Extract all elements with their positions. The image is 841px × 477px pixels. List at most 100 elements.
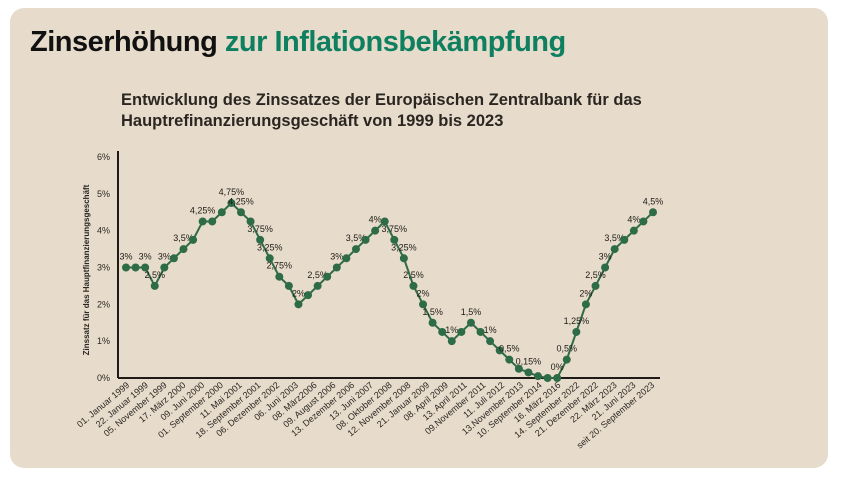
data-label: 4% (369, 215, 382, 225)
data-point (466, 318, 475, 327)
data-point (457, 327, 466, 336)
y-tick-label: 6% (97, 152, 110, 162)
data-point (160, 263, 169, 272)
y-tick-label: 1% (97, 336, 110, 346)
data-point (380, 217, 389, 226)
data-point (534, 372, 543, 381)
data-point (150, 281, 159, 290)
data-point (495, 346, 504, 355)
data-point (390, 235, 399, 244)
data-point (639, 217, 648, 226)
data-point (131, 263, 140, 272)
data-point (476, 327, 485, 336)
data-point (428, 318, 437, 327)
data-label: 1,5% (422, 307, 443, 317)
data-point (304, 291, 313, 300)
data-point (486, 337, 495, 346)
data-point (217, 208, 226, 217)
data-point (236, 208, 245, 217)
data-label: 2,5% (144, 270, 165, 280)
chart-subtitle: Entwicklung des Zinssatzes der Europäisc… (121, 91, 642, 130)
data-label: 2% (579, 288, 592, 298)
data-point (524, 368, 533, 377)
chart-card (10, 8, 828, 468)
data-label: 3,75% (247, 224, 273, 234)
data-point (543, 374, 552, 382)
data-point (323, 272, 332, 281)
data-label: 0,15% (516, 356, 542, 366)
data-label: 2,5% (403, 270, 424, 280)
data-point (601, 263, 610, 272)
y-tick-label: 0% (97, 373, 110, 383)
data-label: 4,5% (643, 196, 664, 206)
data-label: 0,5% (557, 344, 578, 354)
data-label: 3% (599, 252, 612, 262)
data-point (294, 300, 303, 309)
data-label: 3,5% (173, 233, 194, 243)
data-point (572, 327, 581, 336)
data-label: 3,75% (382, 224, 408, 234)
data-label: 1% (484, 325, 497, 335)
data-label: 3,5% (346, 233, 367, 243)
data-label: 1,25% (564, 316, 590, 326)
data-point (419, 300, 428, 309)
data-point (629, 226, 638, 235)
data-point (620, 235, 629, 244)
data-point (649, 208, 657, 217)
data-point (399, 254, 408, 263)
data-point (198, 217, 207, 226)
data-point (141, 263, 150, 272)
y-tick-label: 5% (97, 189, 110, 199)
data-label: 3% (119, 252, 132, 262)
y-tick-label: 4% (97, 226, 110, 236)
title-part-2: zur Inflationsbekämpfung (224, 26, 566, 58)
data-point (179, 245, 188, 254)
data-point (342, 254, 351, 263)
data-point (351, 245, 360, 254)
title-part-1: Zinserhöhung (30, 26, 218, 58)
data-label: 4,25% (190, 205, 216, 215)
data-label: 3% (158, 252, 171, 262)
data-point (505, 355, 514, 364)
data-label: 3,5% (604, 233, 625, 243)
data-point (409, 281, 418, 290)
data-label: 1,5% (461, 307, 482, 317)
data-point (361, 235, 370, 244)
data-point (610, 245, 619, 254)
data-point (169, 254, 178, 263)
data-point (265, 254, 274, 263)
data-label: 4% (627, 215, 640, 225)
data-label: 3% (330, 252, 343, 262)
data-label: 3,25% (257, 242, 283, 252)
y-tick-label: 2% (97, 299, 110, 309)
data-point (447, 337, 456, 346)
data-label: 0,5% (499, 344, 520, 354)
data-point (562, 355, 571, 364)
data-label: 2% (417, 288, 430, 298)
data-label: 1% (445, 325, 458, 335)
data-point (246, 217, 255, 226)
data-point (189, 235, 198, 244)
data-point (227, 199, 236, 208)
data-point (122, 263, 130, 272)
data-point (553, 374, 562, 382)
data-point (514, 364, 523, 373)
data-point (208, 217, 217, 226)
data-point (591, 281, 600, 290)
data-label: 2% (292, 288, 305, 298)
data-point (581, 300, 590, 309)
data-label: 4,75% (219, 187, 245, 197)
data-label: 2,5% (307, 270, 328, 280)
y-tick-label: 3% (97, 263, 110, 273)
data-point (256, 235, 265, 244)
data-label: 4,25% (228, 196, 254, 206)
data-label: 2,75% (267, 261, 293, 271)
data-point (284, 281, 293, 290)
data-point (275, 272, 284, 281)
y-axis-label: Zinssatz für das Hauptfinanzierungsgesch… (82, 184, 91, 355)
data-point (371, 226, 380, 235)
data-label: 3% (139, 252, 152, 262)
data-label: 3,25% (391, 242, 417, 252)
data-point (438, 327, 447, 336)
